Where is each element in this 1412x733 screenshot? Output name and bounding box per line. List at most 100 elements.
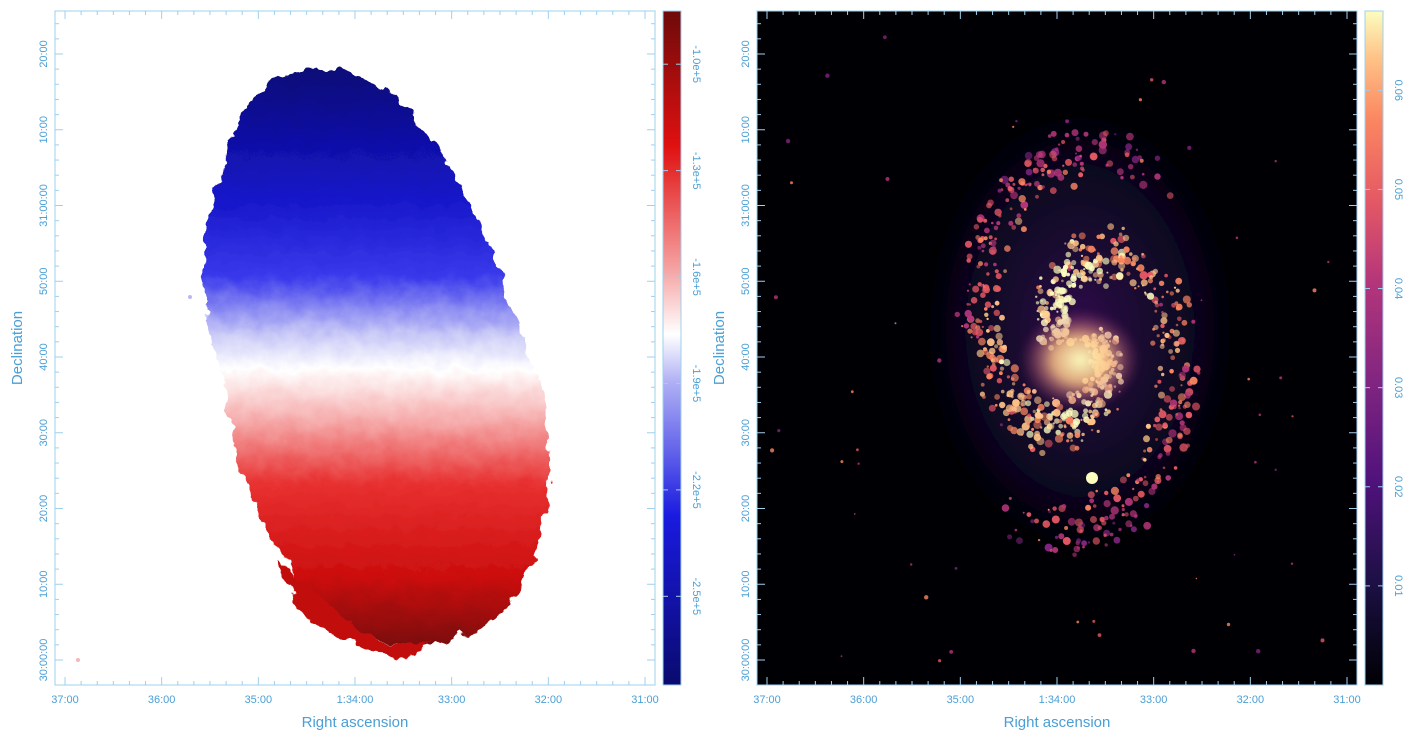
emission-clump: [1052, 547, 1059, 553]
emission-clump: [1072, 552, 1077, 558]
emission-clump: [1169, 368, 1174, 374]
emission-clump: [1034, 180, 1040, 187]
emission-point-source: [1012, 125, 1015, 128]
emission-clump: [1154, 309, 1158, 313]
emission-clump: [1026, 389, 1031, 394]
emission-clump: [1081, 540, 1087, 547]
emission-clump: [1005, 182, 1011, 188]
emission-clump: [1058, 533, 1065, 540]
emission-clump: [1177, 393, 1186, 402]
emission-clump: [1122, 234, 1130, 242]
emission-clump: [1080, 261, 1086, 267]
emission-clump: [1039, 298, 1047, 305]
emission-clump: [978, 337, 986, 346]
emission-clump: [986, 373, 993, 380]
emission-clump: [1087, 541, 1091, 544]
emission-clump: [1137, 264, 1145, 272]
emission-point-source: [885, 177, 890, 181]
y-tick-label: 10:00: [38, 570, 50, 598]
emission-clump: [1157, 365, 1164, 372]
emission-point-source: [1092, 619, 1096, 623]
emission-point-source: [938, 659, 942, 663]
emission-clump: [1017, 392, 1025, 400]
emission-clump: [999, 314, 1005, 321]
velocity-field-disk: [203, 68, 550, 646]
emission-clump: [977, 216, 984, 223]
y-tick-label: 30:00: [740, 419, 752, 447]
emission-clump: [966, 258, 971, 263]
emission-clump: [1065, 251, 1072, 258]
velocity-colorbar-ticks: -2.5e+5 -2.2e+5 -1.9e+5 -1.6e+5 -1.3e+5 -1.0e…: [663, 45, 702, 615]
emission-clump: [983, 285, 986, 288]
emission-clump: [954, 311, 960, 318]
x-tick-label: 36:00: [850, 694, 878, 706]
emission-clump: [1113, 536, 1121, 544]
emission-clump: [966, 253, 973, 260]
emission-clump: [1081, 275, 1089, 283]
emission-clump: [1154, 300, 1158, 305]
emission-clump: [1060, 268, 1068, 275]
emission-clump: [978, 319, 983, 324]
y-tick-label: 10:00: [38, 116, 50, 144]
emission-clump: [1071, 129, 1079, 137]
emission-clump: [1156, 480, 1160, 483]
emission-clump: [1061, 279, 1064, 283]
emission-clump: [1075, 136, 1080, 141]
emission-clump: [1026, 393, 1032, 400]
emission-clump: [1071, 233, 1077, 239]
emission-clump: [977, 245, 982, 250]
emission-clump: [996, 339, 1004, 346]
emission-clump: [1104, 490, 1109, 496]
emission-clump: [1011, 225, 1017, 230]
emission-clump: [1160, 317, 1168, 325]
emission-clump: [1039, 276, 1043, 280]
emission-clump: [1050, 130, 1057, 137]
emission-clump: [1025, 400, 1032, 407]
emission-clump: [1026, 430, 1034, 438]
x-tick-label: 31:00: [631, 694, 659, 706]
emission-point-source: [840, 655, 843, 658]
emission-clump: [1024, 159, 1033, 167]
emission-clump: [1017, 186, 1021, 190]
emission-clump: [1184, 401, 1191, 409]
velocity-map-ylabel: Declination: [9, 311, 26, 385]
emission-clump: [1144, 503, 1150, 509]
emission-clump: [1115, 272, 1124, 280]
emission-colorbar: [1364, 10, 1384, 686]
emission-clump: [1011, 382, 1016, 386]
emission-clump: [1022, 511, 1025, 514]
emission-clump: [1161, 372, 1165, 377]
emission-point-source: [1027, 413, 1031, 418]
emission-clump: [1094, 278, 1097, 281]
emission-point-source: [1187, 145, 1192, 150]
emission-clump: [993, 262, 997, 267]
emission-clump: [964, 309, 972, 318]
emission-clump: [1001, 504, 1010, 512]
y-tick-label: 50:00: [38, 267, 50, 295]
emission-point-source: [850, 390, 854, 394]
y-tick-label: 40:00: [740, 343, 752, 371]
emission-clump: [1041, 173, 1045, 177]
emission-clump: [1061, 504, 1067, 509]
emission-clump: [1106, 160, 1114, 167]
emission-clump: [1141, 172, 1145, 176]
emission-clump: [1011, 373, 1019, 382]
emission-clump: [1130, 526, 1137, 533]
y-tick-label: 20:00: [740, 40, 752, 68]
emission-clump: [1032, 409, 1037, 414]
emission-clump: [1161, 338, 1166, 343]
emission-clump: [1177, 316, 1182, 322]
emission-clump: [1088, 418, 1096, 426]
emission-clump: [1024, 415, 1033, 424]
emission-clump: [976, 264, 981, 269]
emission-clump: [1035, 301, 1040, 305]
emission-clump: [1131, 155, 1140, 164]
emission-clump: [1070, 439, 1073, 442]
emission-clump: [1174, 347, 1181, 353]
emission-clump: [1066, 409, 1069, 413]
emission-clump: [968, 303, 971, 306]
emission-clump: [1096, 429, 1100, 433]
emission-point-source: [1327, 260, 1330, 264]
emission-clump: [1150, 340, 1156, 346]
emission-clump: [1118, 262, 1126, 270]
